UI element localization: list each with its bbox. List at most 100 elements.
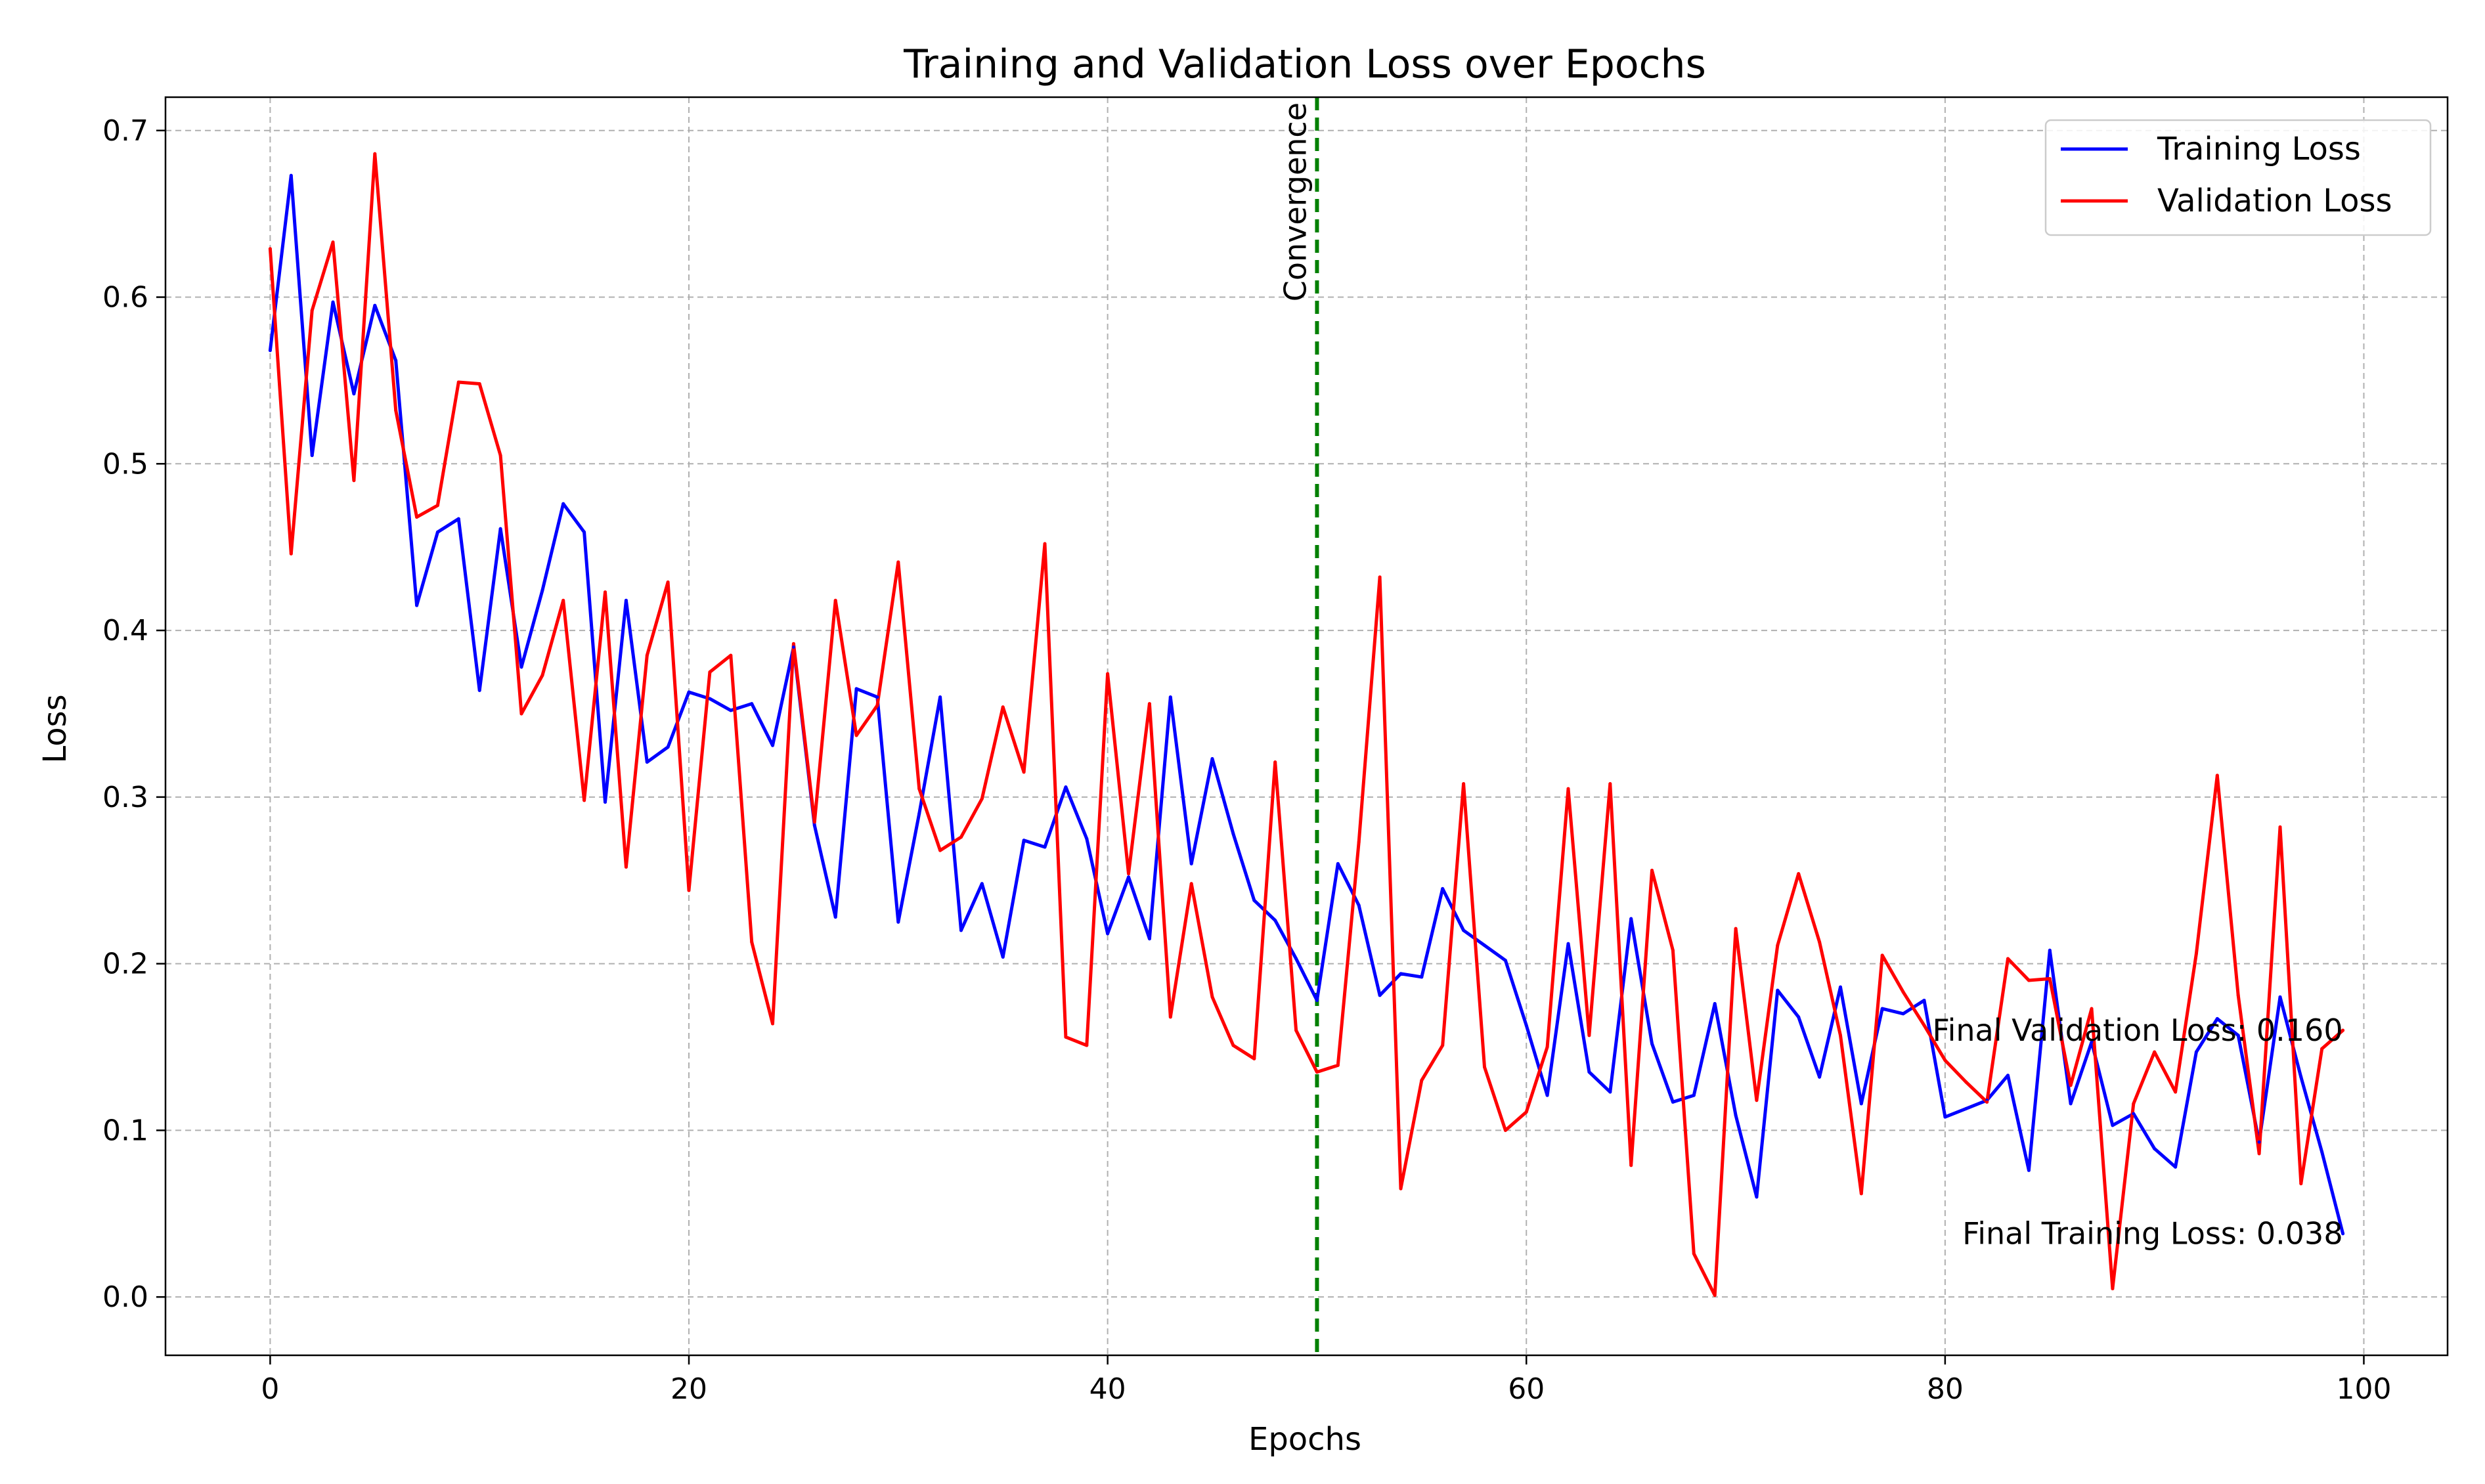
validation-loss-point bbox=[1922, 1024, 1926, 1027]
training-loss-point bbox=[1441, 886, 1445, 890]
y-tick-label: 0.5 bbox=[102, 447, 148, 481]
training-loss-point bbox=[1797, 1015, 1801, 1019]
training-loss-point bbox=[1315, 999, 1319, 1002]
validation-loss-point bbox=[1336, 1063, 1340, 1067]
training-loss-point bbox=[2215, 1016, 2219, 1020]
training-loss-point bbox=[1859, 1102, 1863, 1106]
validation-loss-point bbox=[1566, 787, 1570, 791]
training-loss-point bbox=[854, 687, 858, 691]
training-loss-point bbox=[1336, 862, 1340, 865]
training-loss-point bbox=[1252, 898, 1256, 902]
training-loss-point bbox=[1294, 957, 1298, 961]
training-loss-point bbox=[1085, 837, 1089, 840]
training-loss-point bbox=[415, 603, 419, 607]
validation-loss-point bbox=[1692, 1252, 1696, 1255]
training-loss-point bbox=[435, 530, 439, 534]
validation-loss-point bbox=[1273, 760, 1277, 764]
validation-loss-point bbox=[268, 247, 272, 251]
plot-frame bbox=[164, 96, 2449, 1357]
training-loss-point bbox=[1650, 1041, 1654, 1045]
training-loss-point bbox=[833, 915, 837, 919]
validation-loss-point bbox=[1483, 1065, 1486, 1069]
validation-loss-point bbox=[980, 797, 984, 800]
x-tick-label: 100 bbox=[2336, 1372, 2391, 1406]
training-loss-point bbox=[1713, 1002, 1717, 1005]
validation-loss-point bbox=[854, 733, 858, 737]
validation-loss-point bbox=[415, 515, 419, 519]
validation-loss-point bbox=[289, 552, 293, 556]
y-tick-label: 0.7 bbox=[102, 114, 148, 148]
validation-loss-point bbox=[1064, 1035, 1068, 1039]
training-loss-point bbox=[519, 665, 523, 669]
training-loss-point bbox=[875, 695, 879, 699]
training-loss-point bbox=[1420, 975, 1424, 979]
y-tick-label: 0.1 bbox=[102, 1114, 148, 1147]
training-loss-point bbox=[1001, 955, 1005, 959]
validation-loss-line bbox=[268, 152, 2345, 1298]
training-loss-point bbox=[352, 392, 356, 396]
validation-loss-point bbox=[1964, 1080, 1968, 1084]
training-loss-point bbox=[1106, 932, 1110, 936]
training-loss-point bbox=[624, 598, 628, 602]
training-loss-point bbox=[771, 743, 774, 747]
training-loss-point bbox=[2111, 1124, 2115, 1127]
training-loss-point bbox=[1629, 917, 1633, 921]
training-loss-point bbox=[456, 517, 460, 521]
validation-loss-point bbox=[1420, 1078, 1424, 1082]
annotation-group: Final Validation Loss: 0.160 Final Train… bbox=[1932, 1013, 2342, 1252]
training-loss-point bbox=[561, 502, 565, 506]
training-loss-point bbox=[540, 588, 544, 592]
validation-loss-point bbox=[708, 670, 712, 674]
validation-loss-point bbox=[2236, 993, 2240, 997]
training-loss-point bbox=[1022, 839, 1026, 842]
legend-label-validation: Validation Loss bbox=[2157, 183, 2392, 219]
validation-loss-point bbox=[1294, 1028, 1298, 1032]
training-loss-point bbox=[1545, 1093, 1549, 1097]
training-loss-point bbox=[1901, 1012, 1905, 1016]
training-loss-point bbox=[1566, 942, 1570, 946]
training-loss-point bbox=[498, 527, 502, 531]
validation-loss-point bbox=[2090, 1007, 2094, 1011]
validation-loss-point bbox=[875, 703, 879, 707]
validation-loss-point bbox=[519, 712, 523, 716]
validation-loss-point bbox=[896, 560, 900, 564]
chart-title: Training and Validation Loss over Epochs bbox=[903, 41, 1706, 87]
validation-loss-point bbox=[561, 598, 565, 602]
training-loss-point bbox=[2257, 1140, 2261, 1144]
training-loss-point bbox=[2194, 1050, 2198, 1054]
training-loss-point bbox=[666, 745, 670, 749]
validation-loss-point bbox=[812, 820, 816, 824]
validation-loss-point bbox=[2320, 1047, 2324, 1051]
training-loss-point bbox=[1818, 1075, 1822, 1079]
x-tick-label: 0 bbox=[261, 1372, 279, 1406]
final-training-annotation: Final Training Loss: 0.038 bbox=[1962, 1216, 2342, 1252]
validation-loss-point bbox=[583, 798, 586, 802]
validation-loss-point bbox=[1210, 995, 1214, 999]
x-tick-label: 20 bbox=[671, 1372, 707, 1406]
validation-loss-point bbox=[771, 1022, 774, 1026]
validation-loss-point bbox=[938, 848, 942, 852]
validation-loss-point bbox=[1880, 953, 1884, 957]
validation-loss-point bbox=[1901, 990, 1905, 994]
validation-loss-point bbox=[1085, 1043, 1089, 1047]
validation-loss-point bbox=[1315, 1070, 1319, 1074]
validation-loss-point bbox=[435, 504, 439, 508]
validation-loss-point bbox=[1441, 1043, 1445, 1047]
y-tick-label: 0.0 bbox=[102, 1280, 148, 1314]
validation-loss-point bbox=[687, 888, 691, 892]
validation-loss-point bbox=[1524, 1110, 1528, 1114]
training-loss-point bbox=[2236, 1034, 2240, 1037]
validation-loss-point bbox=[2257, 1152, 2261, 1156]
training-loss-point bbox=[1399, 972, 1403, 976]
training-loss-line bbox=[268, 173, 2345, 1236]
validation-loss-point bbox=[2006, 957, 2010, 961]
validation-loss-point bbox=[1818, 940, 1822, 944]
validation-loss-point bbox=[2341, 1028, 2345, 1032]
training-loss-point bbox=[2132, 1112, 2136, 1116]
validation-loss-point bbox=[917, 787, 921, 791]
training-loss-point bbox=[1483, 944, 1486, 948]
validation-loss-point bbox=[2132, 1102, 2136, 1106]
validation-loss-point bbox=[1734, 927, 1738, 930]
validation-loss-point bbox=[2215, 774, 2219, 777]
